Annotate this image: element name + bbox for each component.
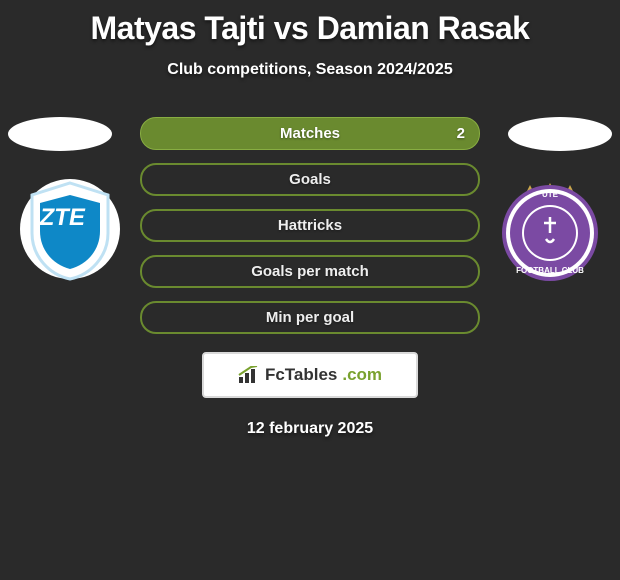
stat-pill-hattricks: Hattricks <box>140 209 480 242</box>
stat-label: Goals per match <box>251 263 369 280</box>
ujpest-badge-icon: FOOTBALL CLUB UTE <box>500 175 600 283</box>
stat-pill-matches: Matches 2 <box>140 117 480 150</box>
stat-label: Hattricks <box>278 217 342 234</box>
footer-date: 12 february 2025 <box>0 420 620 438</box>
stat-pill-goals: Goals <box>140 163 480 196</box>
zte-shield-icon: ZTE <box>20 175 120 283</box>
club-badge-left: ZTE <box>20 175 120 283</box>
club-badge-right: FOOTBALL CLUB UTE <box>500 175 600 283</box>
svg-text:FOOTBALL CLUB: FOOTBALL CLUB <box>516 266 584 275</box>
svg-text:ZTE: ZTE <box>37 204 87 231</box>
stat-pill-mpg: Min per goal <box>140 301 480 334</box>
stat-value-right: 2 <box>457 125 465 142</box>
page-title: Matyas Tajti vs Damian Rasak <box>0 0 620 47</box>
stat-pill-gpm: Goals per match <box>140 255 480 288</box>
brand-name: FcTables <box>265 365 337 385</box>
player-photo-right <box>508 117 612 151</box>
svg-text:UTE: UTE <box>542 190 559 199</box>
stat-label: Goals <box>289 171 331 188</box>
comparison-panel: ZTE FOOTBALL CLUB UTE Matches 2 Goals <box>0 117 620 438</box>
chart-icon <box>238 366 260 384</box>
subtitle: Club competitions, Season 2024/2025 <box>0 61 620 79</box>
stat-pill-list: Matches 2 Goals Hattricks Goals per matc… <box>140 117 480 334</box>
brand-watermark: FcTables.com <box>202 352 418 398</box>
player-photo-left <box>8 117 112 151</box>
stat-label: Matches <box>280 125 340 142</box>
stat-label: Min per goal <box>266 309 354 326</box>
brand-suffix: .com <box>342 365 382 385</box>
